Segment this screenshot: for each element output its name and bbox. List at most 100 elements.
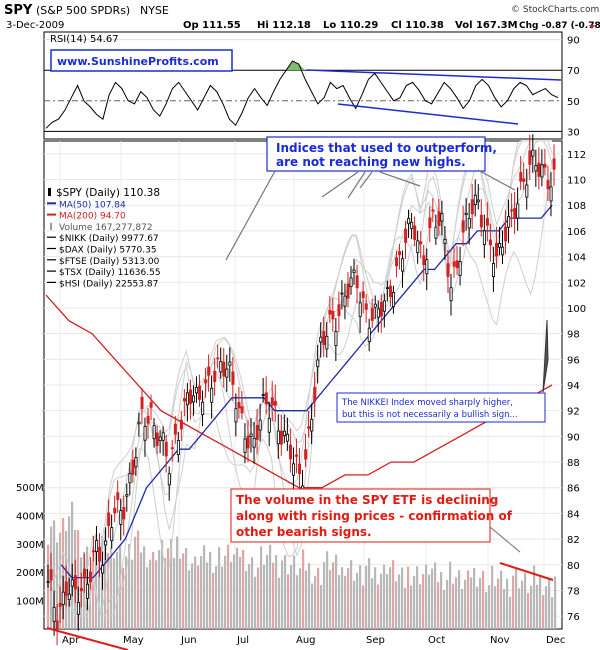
volume-bar: [290, 565, 293, 629]
volume-bar: [227, 544, 230, 629]
candle-body: [479, 214, 483, 228]
price-tick-label: 98: [567, 330, 580, 341]
volume-tick-label: 500M: [16, 483, 44, 494]
price-tick-label: 82: [567, 535, 580, 546]
candle-body: [167, 473, 171, 486]
volume-bar: [398, 574, 401, 629]
candle-body: [498, 243, 502, 248]
annotation-nikkei-box: [336, 392, 546, 423]
candle-body: [158, 436, 162, 442]
volume-start-trendline: [46, 627, 129, 650]
candle-body: [355, 275, 359, 289]
volume-bar: [218, 547, 221, 629]
volume-bar: [380, 573, 383, 629]
volume-bar: [362, 585, 365, 629]
candle-body: [513, 208, 517, 220]
volume-bar: [425, 564, 428, 629]
candle-body: [276, 430, 280, 445]
candle-body: [155, 432, 159, 447]
candle-body: [219, 360, 223, 373]
volume-bar: [410, 585, 413, 629]
candle-body: [485, 218, 489, 226]
candle-body: [476, 199, 480, 203]
candle-body: [504, 226, 508, 242]
volume-tick-label: 400M: [16, 511, 44, 522]
candle-body: [161, 432, 165, 441]
rsi-panel: [43, 31, 563, 140]
candle-body: [349, 277, 353, 288]
candle-body: [152, 425, 156, 440]
candle-body: [222, 361, 226, 377]
volume-bar: [356, 572, 359, 629]
volume-bar: [281, 560, 284, 629]
candle-body: [216, 357, 220, 360]
price-y-axis: 112 110 108 106 104 102 100 98 96 94 92 90 88 86 84 82 8…: [567, 150, 586, 623]
volume-bar: [128, 543, 131, 629]
volume-bar: [206, 562, 209, 629]
month-label: Nov: [490, 635, 510, 646]
legend-entry: $HSI (Daily) 22553.87: [59, 279, 158, 289]
volume-bar: [368, 558, 371, 629]
volume-bar: [467, 570, 470, 629]
candle-body: [258, 419, 262, 431]
volume-bar: [287, 574, 290, 629]
volume-bar: [110, 547, 113, 629]
low-price: Lo 110.29: [323, 20, 378, 31]
annotation-nikkei-line2: but this is not necessarily a bullish si…: [342, 410, 518, 420]
legend-entry: MA(200) 94.70: [59, 212, 126, 222]
candle-body: [210, 387, 214, 403]
candle-body: [55, 620, 59, 630]
candle-body: [64, 581, 68, 596]
candle-body: [76, 602, 80, 615]
volume-bar: [326, 551, 329, 629]
volume-bar: [311, 583, 314, 629]
volume-bar: [344, 575, 347, 629]
volume-bar: [416, 566, 419, 629]
volume-bar: [506, 578, 509, 629]
volume-bar: [527, 593, 530, 629]
candle-body: [173, 423, 177, 435]
candle-body: [234, 408, 238, 423]
volume-bar: [146, 567, 149, 629]
volume-bar: [260, 546, 263, 629]
candle-body: [516, 203, 520, 219]
candle-body: [376, 308, 380, 318]
candle-body: [552, 158, 556, 170]
candle-body: [213, 370, 217, 383]
candle-body: [404, 228, 408, 243]
volume-bar: [164, 558, 167, 629]
candle-body: [116, 492, 120, 500]
volume-bar: [437, 582, 440, 629]
candle-body: [416, 240, 420, 254]
candle-body: [298, 463, 302, 475]
candle-body: [434, 226, 438, 239]
candle-body: [267, 417, 271, 433]
candle-body: [322, 331, 326, 345]
candle-body: [470, 199, 474, 215]
volume-bar: [236, 547, 239, 629]
candle-body: [79, 587, 83, 592]
volume-bar: [305, 570, 308, 629]
volume-bar: [521, 580, 524, 629]
exchange-label: NYSE: [140, 4, 169, 17]
volume-bar: [512, 575, 515, 629]
candle-body: [240, 406, 244, 414]
candle-body: [176, 440, 180, 455]
rsi-y-axis: 90 70 50 30: [567, 36, 580, 139]
volume-bar: [434, 562, 437, 629]
volume-bar: [500, 570, 503, 629]
candle-body: [361, 291, 365, 299]
rsi-tick-label: 90: [567, 36, 580, 47]
candle-body: [325, 335, 329, 350]
volume-bar: [308, 563, 311, 629]
volume-bar: [224, 555, 227, 629]
volume-bar: [245, 571, 248, 629]
volume-bar: [167, 548, 170, 629]
volume-tick-label: 300M: [16, 540, 44, 551]
ma50-line: [60, 204, 553, 579]
volume-bar: [503, 588, 506, 629]
candle-body: [410, 221, 414, 229]
volume-bar: [371, 578, 374, 629]
volume-bar: [278, 577, 281, 629]
